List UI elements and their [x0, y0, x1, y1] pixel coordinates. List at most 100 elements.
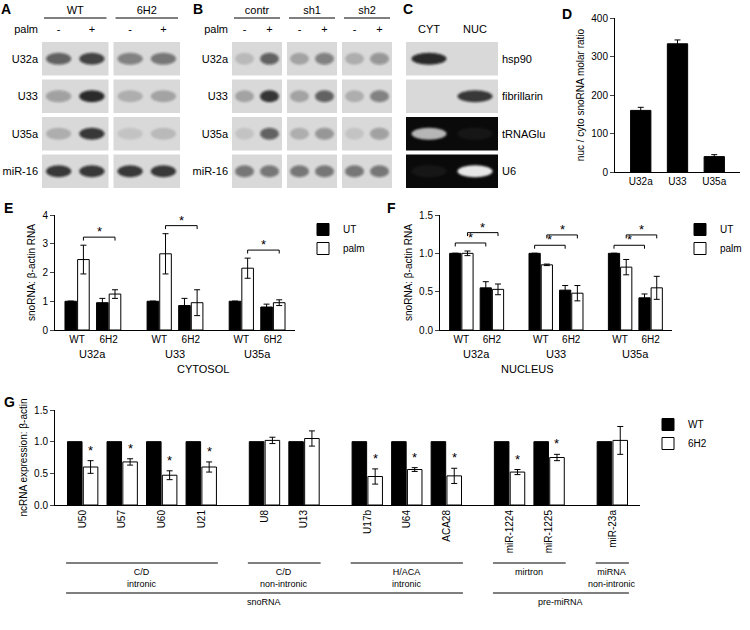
- svg-text:miR-16: miR-16: [3, 165, 38, 177]
- svg-text:mirtron: mirtron: [515, 567, 543, 577]
- svg-text:fibrillarin: fibrillarin: [502, 90, 543, 102]
- svg-text:A: A: [1, 1, 11, 17]
- svg-text:*: *: [547, 232, 552, 247]
- svg-text:miR-1225: miR-1225: [543, 510, 554, 554]
- svg-text:+: +: [266, 23, 272, 35]
- svg-text:6H2: 6H2: [688, 438, 707, 449]
- svg-text:tRNAGlu: tRNAGlu: [502, 128, 545, 140]
- svg-text:100: 100: [591, 128, 608, 139]
- svg-text:-: -: [128, 23, 132, 35]
- svg-text:palm: palm: [720, 243, 742, 254]
- svg-text:*: *: [207, 444, 212, 459]
- svg-text:-: -: [298, 23, 302, 35]
- svg-text:0.5: 0.5: [419, 286, 433, 297]
- svg-text:6H2: 6H2: [137, 4, 157, 16]
- svg-text:2: 2: [42, 267, 48, 278]
- svg-text:sh2: sh2: [358, 4, 376, 16]
- svg-text:4: 4: [42, 210, 48, 221]
- svg-text:miR-23a: miR-23a: [607, 510, 618, 548]
- svg-text:U33: U33: [165, 348, 185, 360]
- svg-text:pre-miRNA: pre-miRNA: [538, 597, 583, 607]
- svg-text:U32a: U32a: [202, 53, 229, 65]
- svg-text:300: 300: [591, 51, 608, 62]
- svg-text:*: *: [373, 451, 378, 466]
- svg-text:*: *: [261, 237, 266, 252]
- svg-text:U33: U33: [668, 176, 687, 187]
- svg-text:+: +: [321, 23, 327, 35]
- svg-text:6H2: 6H2: [182, 334, 201, 345]
- svg-text:C/Dnon-intronic: C/Dnon-intronic: [260, 567, 308, 589]
- svg-text:*: *: [468, 230, 473, 245]
- svg-text:*: *: [560, 222, 565, 237]
- svg-text:hsp90: hsp90: [502, 53, 532, 65]
- svg-text:*: *: [97, 224, 102, 239]
- svg-text:U13: U13: [298, 510, 309, 529]
- svg-text:U32a: U32a: [463, 348, 490, 360]
- svg-text:UT: UT: [720, 224, 733, 235]
- svg-text:1.0: 1.0: [34, 436, 48, 447]
- svg-text:U32a: U32a: [629, 176, 653, 187]
- svg-text:B: B: [193, 1, 203, 17]
- svg-text:WT: WT: [67, 4, 84, 16]
- svg-text:U8: U8: [259, 510, 270, 523]
- svg-text:6H2: 6H2: [483, 334, 502, 345]
- svg-text:U57: U57: [116, 510, 127, 529]
- svg-text:CYT: CYT: [418, 23, 440, 35]
- svg-text:U17b: U17b: [362, 510, 373, 534]
- svg-text:6H2: 6H2: [641, 334, 660, 345]
- svg-text:C/Dintronic: C/Dintronic: [127, 567, 157, 589]
- svg-text:3: 3: [42, 238, 48, 249]
- svg-text:U60: U60: [156, 510, 167, 529]
- svg-text:0.5: 0.5: [34, 468, 48, 479]
- svg-text:snoRNA: snoRNA: [247, 597, 281, 607]
- svg-text:U35a: U35a: [202, 128, 229, 140]
- svg-text:miR-16: miR-16: [193, 165, 228, 177]
- svg-text:0.0: 0.0: [419, 325, 433, 336]
- svg-text:400: 400: [591, 13, 608, 24]
- svg-text:6H2: 6H2: [562, 334, 581, 345]
- svg-text:1.5: 1.5: [419, 210, 433, 221]
- svg-text:*: *: [128, 441, 133, 456]
- svg-text:UT: UT: [343, 224, 356, 235]
- svg-text:U6: U6: [502, 165, 516, 177]
- svg-text:U33: U33: [208, 90, 228, 102]
- svg-text:CYTOSOL: CYTOSOL: [177, 363, 229, 375]
- svg-text:WT: WT: [454, 334, 470, 345]
- svg-text:U35a: U35a: [12, 128, 39, 140]
- svg-text:200: 200: [591, 90, 608, 101]
- svg-text:C: C: [403, 1, 413, 17]
- svg-text:1: 1: [42, 296, 48, 307]
- svg-text:-: -: [353, 23, 357, 35]
- svg-text:6H2: 6H2: [100, 334, 119, 345]
- svg-text:*: *: [179, 213, 184, 228]
- svg-text:U64: U64: [401, 510, 412, 529]
- svg-text:*: *: [88, 443, 93, 458]
- svg-text:E: E: [4, 200, 13, 216]
- svg-text:U33: U33: [546, 348, 566, 360]
- svg-text:U32a: U32a: [12, 53, 39, 65]
- svg-text:*: *: [639, 222, 644, 237]
- svg-text:1.5: 1.5: [34, 405, 48, 416]
- svg-text:WT: WT: [533, 334, 549, 345]
- svg-text:sh1: sh1: [303, 4, 321, 16]
- svg-text:*: *: [412, 450, 417, 465]
- svg-text:U21: U21: [196, 510, 207, 529]
- svg-text:U50: U50: [77, 510, 88, 529]
- svg-text:WT: WT: [688, 419, 704, 430]
- svg-text:miR-1224: miR-1224: [504, 510, 515, 554]
- svg-text:U35a: U35a: [622, 348, 649, 360]
- svg-text:U33: U33: [18, 90, 38, 102]
- svg-text:palm: palm: [343, 243, 365, 254]
- svg-text:WT: WT: [69, 334, 85, 345]
- svg-text:ncRNA expression: β-actin: ncRNA expression: β-actin: [18, 398, 29, 516]
- svg-text:snoRNA: β-actin RNA: snoRNA: β-actin RNA: [403, 224, 414, 321]
- svg-text:+: +: [160, 23, 166, 35]
- svg-text:+: +: [376, 23, 382, 35]
- svg-text:nuc / cyto snoRNA molar ratio: nuc / cyto snoRNA molar ratio: [575, 28, 586, 161]
- svg-text:snoRNA: β-actin RNA: snoRNA: β-actin RNA: [26, 224, 37, 321]
- svg-text:palm: palm: [14, 23, 38, 35]
- svg-text:+: +: [89, 23, 95, 35]
- svg-text:6H2: 6H2: [264, 334, 283, 345]
- svg-text:*: *: [554, 436, 559, 451]
- svg-text:palm: palm: [204, 23, 228, 35]
